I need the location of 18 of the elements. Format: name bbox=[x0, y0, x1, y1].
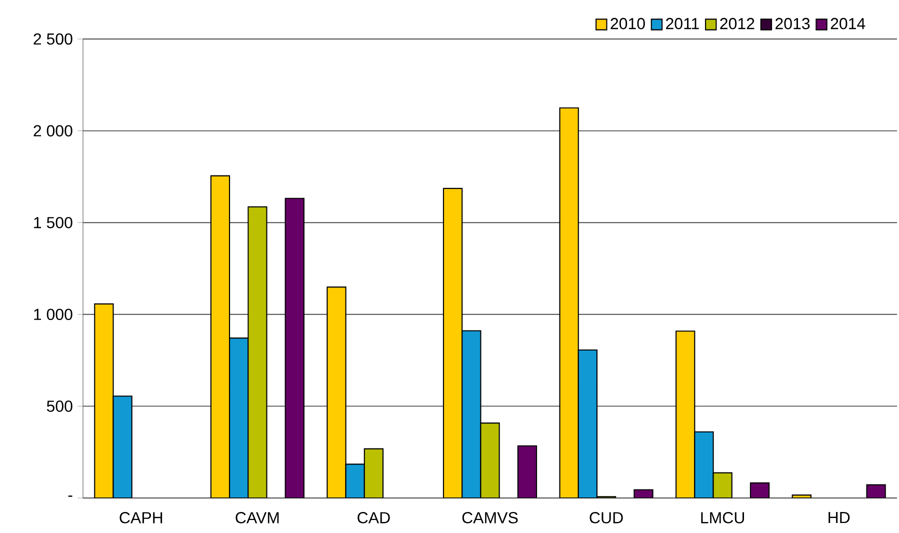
y-tick-label: 2 000 bbox=[34, 125, 72, 136]
x-tick-label: LMCU bbox=[701, 512, 744, 524]
x-tick-label: CAD bbox=[358, 512, 390, 524]
y-tick-label: 1 500 bbox=[34, 216, 72, 228]
y-tick-label: 500 bbox=[46, 400, 72, 412]
y-tick-label: 1 000 bbox=[34, 308, 72, 320]
y-tick-label: - bbox=[68, 496, 72, 497]
legend-label: 2013 bbox=[776, 18, 810, 30]
legend-label: 2012 bbox=[720, 18, 754, 30]
legend-label: 2011 bbox=[666, 18, 699, 30]
x-tick-label: HD bbox=[828, 512, 850, 524]
x-tick-label: CUD bbox=[590, 512, 623, 524]
x-tick-label: CAPH bbox=[120, 512, 162, 524]
y-tick-label: 2 500 bbox=[34, 33, 72, 45]
x-tick-label: CAVM bbox=[236, 512, 279, 524]
x-tick-label: CAMVS bbox=[462, 512, 518, 524]
legend-label: 2014 bbox=[830, 18, 866, 30]
legend-label: 2010 bbox=[610, 18, 645, 30]
